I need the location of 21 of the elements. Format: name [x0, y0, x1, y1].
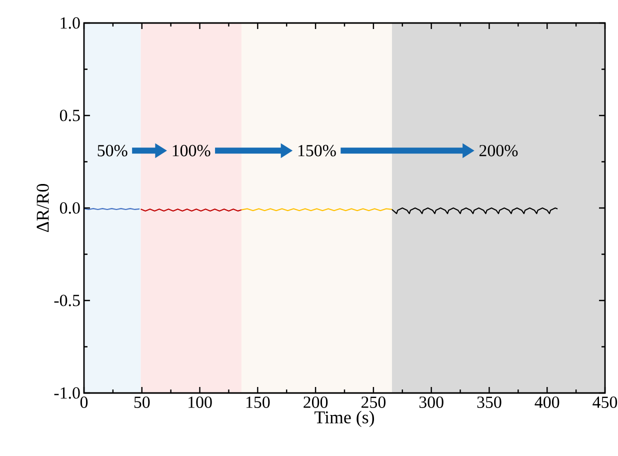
x-tick-label: 150 — [246, 396, 270, 408]
y-tick-label: 1.0 — [60, 17, 80, 29]
band-label: 150% — [298, 144, 336, 156]
band-label: 100% — [172, 144, 210, 156]
y-tick-label: -0.5 — [54, 294, 80, 306]
x-tick-label: 400 — [534, 396, 560, 408]
y-tick-label: 0.5 — [60, 110, 80, 122]
x-tick-label: 350 — [477, 396, 502, 408]
x-tick-label: 200 — [304, 396, 328, 408]
y-tick-label: 0.0 — [60, 202, 80, 214]
x-tick-label: 50 — [134, 396, 150, 408]
x-tick-label: 300 — [419, 396, 444, 408]
y-tick-label: -1.0 — [54, 387, 80, 399]
x-axis-title: Time (s) — [314, 410, 374, 428]
band-label: 200% — [479, 144, 518, 156]
x-tick-label: 250 — [361, 396, 386, 408]
x-tick-label: 0 — [80, 396, 88, 408]
x-tick-label: 450 — [592, 396, 618, 408]
y-axis-title: ΔR/R0 — [36, 184, 49, 232]
band-label: 50% — [98, 144, 128, 156]
x-tick-label: 100 — [188, 396, 212, 408]
